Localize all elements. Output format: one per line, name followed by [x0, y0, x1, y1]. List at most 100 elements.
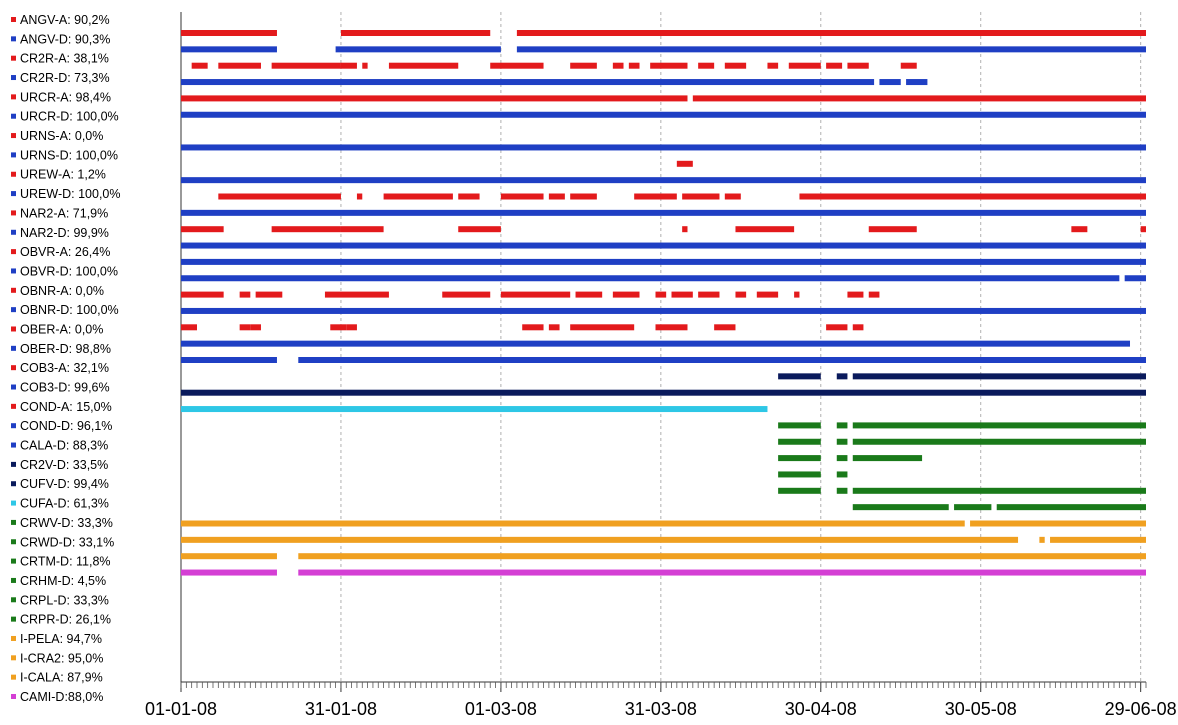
availability-segment: [388, 62, 459, 69]
availability-segment: [340, 226, 384, 233]
availability-segment: [612, 291, 640, 298]
availability-segment: [836, 455, 848, 462]
legend-swatch: [11, 674, 16, 680]
legend-label: URNS-D: 100,0%: [20, 148, 118, 162]
availability-segment: [383, 193, 453, 200]
legend-swatch: [11, 519, 16, 525]
legend-label: CALA-D: 88,3%: [20, 439, 108, 453]
availability-segment: [324, 291, 389, 298]
availability-segment: [181, 226, 224, 233]
availability-segment: [682, 193, 720, 200]
legend-label: UREW-A: 1,2%: [20, 168, 106, 182]
legend-swatch: [11, 655, 16, 661]
availability-segment: [852, 422, 1146, 429]
legend-label: OBER-A: 0,0%: [20, 322, 103, 336]
availability-segment: [181, 520, 965, 527]
availability-segment: [255, 291, 283, 298]
availability-segment: [298, 553, 1146, 560]
availability-segment: [181, 536, 1019, 543]
availability-segment: [548, 324, 560, 331]
availability-segment: [181, 275, 1120, 282]
availability-segment: [239, 291, 251, 298]
legend-swatch: [11, 249, 16, 255]
availability-segment: [996, 504, 1146, 511]
availability-segment: [826, 62, 843, 69]
legend-label: URCR-D: 100,0%: [20, 110, 119, 124]
availability-segment: [181, 357, 277, 363]
legend-swatch: [11, 55, 16, 61]
legend-swatch: [11, 229, 16, 235]
legend-swatch: [11, 597, 16, 603]
x-tick-label: 29-06-08: [1105, 699, 1177, 719]
availability-segment: [181, 242, 1146, 249]
legend-swatch: [11, 442, 16, 448]
availability-segment: [522, 324, 544, 331]
legend-label: COND-A: 15,0%: [20, 400, 112, 414]
availability-segment: [575, 291, 603, 298]
availability-segment: [778, 438, 821, 445]
legend-label: CRWV-D: 33,3%: [20, 516, 113, 530]
x-tick-label: 30-05-08: [945, 699, 1017, 719]
legend: ANGV-A: 90,2% ANGV-D: 90,3% CR2R-A: 38,1% C…: [11, 13, 121, 704]
legend-swatch: [11, 171, 16, 177]
availability-segment: [1140, 226, 1146, 233]
legend-swatch: [11, 577, 16, 583]
x-tick-label: 01-03-08: [465, 699, 537, 719]
availability-segment: [788, 62, 821, 69]
legend-swatch: [11, 539, 16, 545]
legend-label: OBVR-A: 26,4%: [20, 245, 110, 259]
legend-label: CAMI-D:88,0%: [20, 690, 103, 704]
availability-segment: [181, 406, 768, 413]
legend-swatch: [11, 345, 16, 351]
availability-segment: [852, 487, 1146, 494]
legend-label: ANGV-A: 90,2%: [20, 13, 110, 27]
availability-segment: [181, 291, 224, 298]
availability-segment: [724, 62, 747, 69]
legend-swatch: [11, 191, 16, 197]
x-tick-label: 31-03-08: [625, 699, 697, 719]
availability-segment: [181, 258, 1146, 265]
availability-segment: [181, 209, 1146, 216]
availability-segment: [500, 291, 571, 298]
availability-segment: [970, 520, 1146, 527]
availability-segment: [868, 291, 880, 298]
availability-segment: [847, 62, 869, 69]
legend-label: CR2R-D: 73,3%: [20, 71, 110, 85]
availability-segment: [852, 438, 1146, 445]
legend-swatch: [11, 113, 16, 119]
availability-segment: [836, 438, 848, 445]
availability-segment: [500, 193, 544, 200]
availability-segment: [799, 193, 1146, 200]
legend-swatch: [11, 635, 16, 641]
availability-segment: [714, 324, 736, 331]
legend-swatch: [11, 94, 16, 100]
availability-segment: [676, 160, 693, 167]
legend-label: CRWD-D: 33,1%: [20, 535, 114, 549]
legend-label: CUFA-D: 61,3%: [20, 497, 109, 511]
legend-label: COB3-A: 32,1%: [20, 361, 109, 375]
availability-segment: [340, 30, 491, 36]
availability-segment: [218, 62, 261, 69]
availability-segment: [335, 46, 501, 53]
availability-segment: [868, 226, 917, 233]
availability-segment: [1039, 536, 1045, 543]
availability-segment: [548, 193, 565, 200]
availability-segment: [181, 46, 277, 53]
availability-segment: [778, 487, 821, 494]
availability-segment: [767, 62, 779, 69]
legend-label: CR2R-A: 38,1%: [20, 52, 109, 66]
availability-segment: [181, 324, 197, 331]
legend-swatch: [11, 326, 16, 332]
legend-label: CR2V-D: 33,5%: [20, 458, 108, 472]
availability-segment: [735, 291, 747, 298]
availability-segment: [612, 62, 624, 69]
availability-segment: [836, 471, 848, 478]
availability-segment: [655, 324, 688, 331]
availability-segment: [181, 177, 1146, 184]
availability-segment: [181, 553, 277, 560]
availability-segment: [181, 340, 1131, 347]
availability-segment: [682, 226, 688, 233]
x-tick-label: 31-01-08: [305, 699, 377, 719]
availability-segment: [181, 569, 277, 576]
availability-segment: [1050, 536, 1146, 543]
